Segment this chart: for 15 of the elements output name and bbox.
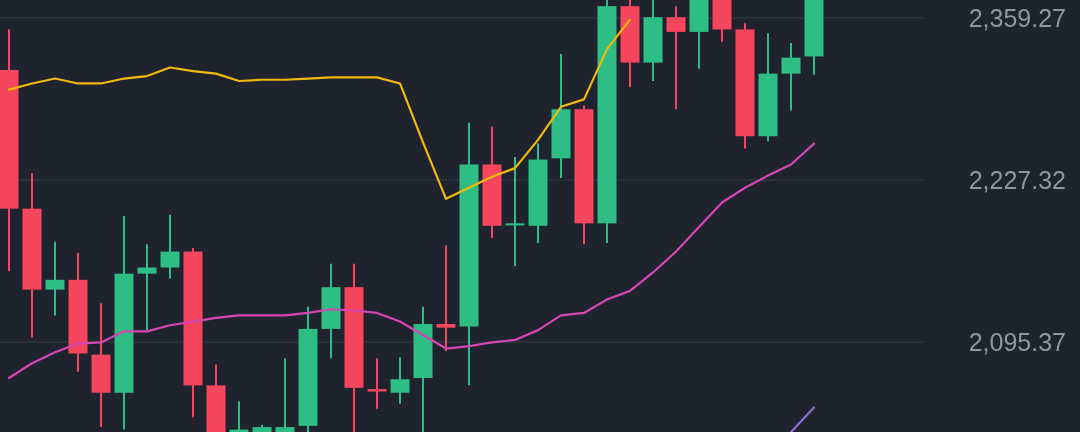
candlestick [160,213,180,280]
line-series [7,18,632,200]
candlestick [45,240,65,317]
candlestick [505,156,525,268]
candlestick [367,357,387,410]
candlestick [666,5,686,111]
candlestick [390,356,410,405]
candlestick [781,41,801,112]
y-tick-label: 2,359.27 [968,4,1066,33]
candlestick [275,357,295,432]
candlestick [137,243,157,332]
y-tick-label: 2,095.37 [968,327,1066,356]
line-series [7,142,816,380]
candlestick [436,244,456,352]
y-tick-label: 2,227.32 [968,166,1066,195]
